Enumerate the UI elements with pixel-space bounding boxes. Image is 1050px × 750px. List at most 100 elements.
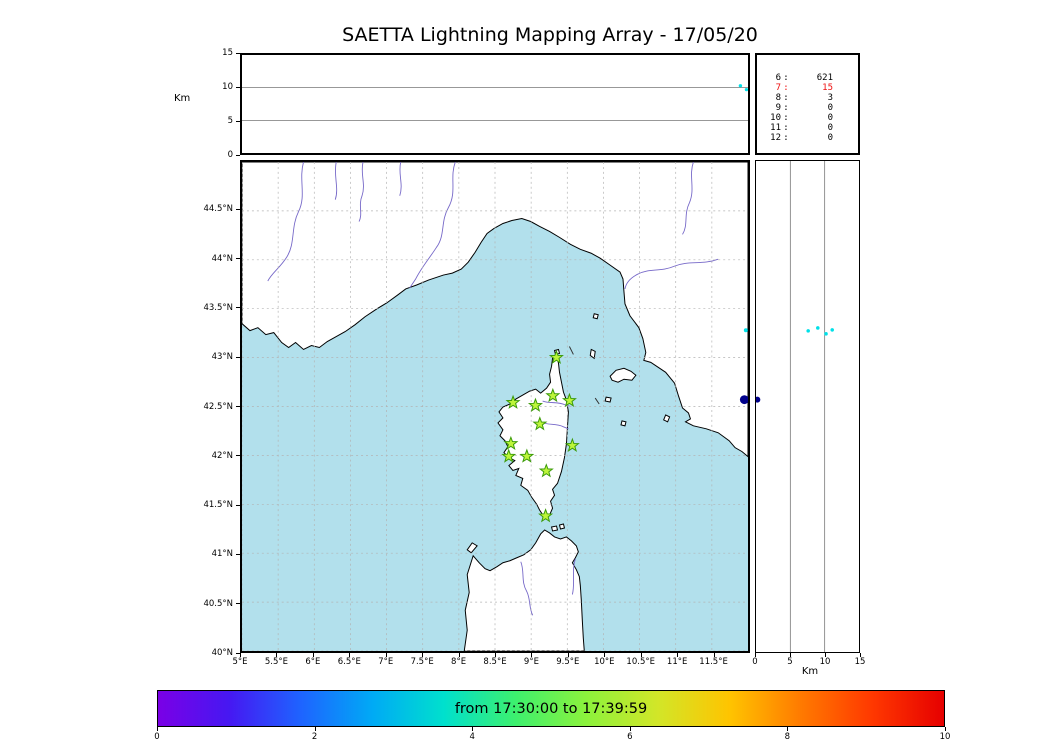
altitude-time-canvas <box>242 84 748 121</box>
colorbar-tick-label: 4 <box>469 732 475 742</box>
station-count-row: 6:621 <box>775 73 833 83</box>
latitude-tick <box>236 455 240 457</box>
colorbar-tick <box>945 727 946 731</box>
altitude-ytick-label: 10 <box>222 82 233 92</box>
lightning-detection-dot <box>744 87 748 92</box>
longitude-tick-label: 6°E <box>305 657 321 667</box>
latitude-tick-label: 43°N <box>211 352 233 363</box>
altitude-ytick-label: 0 <box>227 150 233 160</box>
altitude-xtick <box>755 653 756 657</box>
map-detections <box>739 328 748 405</box>
station-count-rows: 6:621 7:15 8:3 9:0 10:0 11:0 12:0 <box>757 73 858 143</box>
longitude-tick-label: 5.5°E <box>264 657 288 667</box>
longitude-tick <box>312 653 314 657</box>
longitude-tick <box>276 653 278 657</box>
landmasses <box>242 162 748 651</box>
station-count-row: 7:15 <box>775 83 833 93</box>
longitude-tick-label: 9°E <box>523 657 539 667</box>
longitude-tick <box>349 653 351 657</box>
lma-station-star-icon <box>505 394 521 409</box>
station-count-row: 11:0 <box>770 123 833 133</box>
sardinia-coastline <box>463 529 585 651</box>
station-markers <box>501 349 580 523</box>
latitude-tick-label: 42°N <box>211 450 233 461</box>
latitude-tick <box>236 307 240 309</box>
rivers <box>267 162 719 616</box>
latitude-tick-label: 40.5°N <box>203 598 233 609</box>
figure-title: SAETTA Lightning Mapping Array - 17/05/2… <box>342 24 758 46</box>
colorbar-tick-label: 8 <box>784 732 791 742</box>
longitude-tick-label: 10°E <box>594 657 615 667</box>
altitude-ytick-label: 15 <box>222 48 233 58</box>
latitude-tick <box>236 652 240 654</box>
altitude-lat-gridlines <box>756 161 834 652</box>
lma-station-star-icon <box>501 448 517 463</box>
lightning-detection-dot <box>830 328 834 332</box>
time-range-label: from 17:30:00 to 17:39:59 <box>454 700 648 717</box>
longitude-tick-label: 10.5°E <box>626 657 655 667</box>
longitude-tick-label: 7°E <box>378 657 394 667</box>
colorbar-tick-label: 6 <box>627 732 633 742</box>
altitude-ytick-label: 5 <box>227 116 233 126</box>
latitude-tick <box>236 603 240 605</box>
latitude-tick-label: 43.5°N <box>203 302 233 313</box>
altitude-xtick-label: 0 <box>752 657 758 667</box>
altitude-axis-label: Km <box>174 93 191 104</box>
longitude-tick-label: 9.5°E <box>556 657 580 667</box>
time-colorbar: from 17:30:00 to 17:39:59 <box>157 690 945 727</box>
altitude-gridlines <box>242 84 748 121</box>
small-islands <box>466 313 671 554</box>
map-canvas <box>242 162 748 651</box>
latitude-tick-label: 40°N <box>211 648 233 658</box>
longitude-tick <box>713 653 715 657</box>
station-count-row: 9:0 <box>775 103 833 113</box>
altitude-time-panel <box>240 53 750 155</box>
lightning-detection-dot <box>806 329 810 333</box>
latitude-tick <box>236 208 240 210</box>
altitude-ytick <box>236 52 240 54</box>
station-count-panel: 6:621 7:15 8:3 9:0 10:0 11:0 12:0 <box>755 53 860 155</box>
longitude-tick-label: 11.5°E <box>699 657 728 667</box>
latitude-tick-label: 44°N <box>211 253 233 264</box>
lma-station-star-icon <box>519 448 535 463</box>
longitude-tick <box>567 653 569 657</box>
longitude-tick <box>458 653 460 657</box>
lma-station-star-icon <box>503 435 519 451</box>
altitude-latitude-canvas <box>756 161 834 652</box>
latitude-tick <box>236 504 240 506</box>
latitude-tick-label: 41.5°N <box>203 500 233 511</box>
latitude-tick-label: 41°N <box>211 549 233 560</box>
colorbar-tick <box>314 727 316 731</box>
altitude-xtick-label: 15 <box>854 657 866 667</box>
latitude-tick-label: 42.5°N <box>203 401 233 412</box>
colorbar-tick <box>629 727 631 731</box>
colorbar-tick-label: 2 <box>311 732 318 742</box>
longitude-tick-label: 6.5°E <box>337 657 361 667</box>
lma-station-star-icon <box>545 387 561 403</box>
altitude-xtick-label: 5 <box>787 657 793 667</box>
station-count-row: 12:0 <box>770 133 833 143</box>
latitude-tick <box>236 258 240 260</box>
altitude-xtick-label: 10 <box>819 657 831 667</box>
station-count-row: 10:0 <box>770 113 833 123</box>
lightning-detection-dot <box>756 396 761 403</box>
longitude-tick <box>422 653 424 657</box>
longitude-tick <box>240 653 241 657</box>
lightning-detection-dot <box>738 84 743 88</box>
altitude-ytick <box>236 120 240 122</box>
islet-marks <box>568 346 600 405</box>
longitude-tick-label: 11°E <box>666 657 688 667</box>
map-panel <box>240 160 750 653</box>
lightning-detection-dot <box>743 328 748 333</box>
mainland-coastline <box>242 162 748 458</box>
lma-station-star-icon <box>538 508 554 523</box>
lma-station-star-icon <box>561 392 577 407</box>
longitude-tick-label: 8°E <box>451 657 467 667</box>
map-gridlines <box>242 162 748 651</box>
altitude-xtick <box>825 653 826 657</box>
colorbar-tick-label: 10 <box>939 732 951 742</box>
lma-station-star-icon <box>538 463 554 478</box>
longitude-tick <box>531 653 533 657</box>
longitude-tick <box>604 653 606 657</box>
